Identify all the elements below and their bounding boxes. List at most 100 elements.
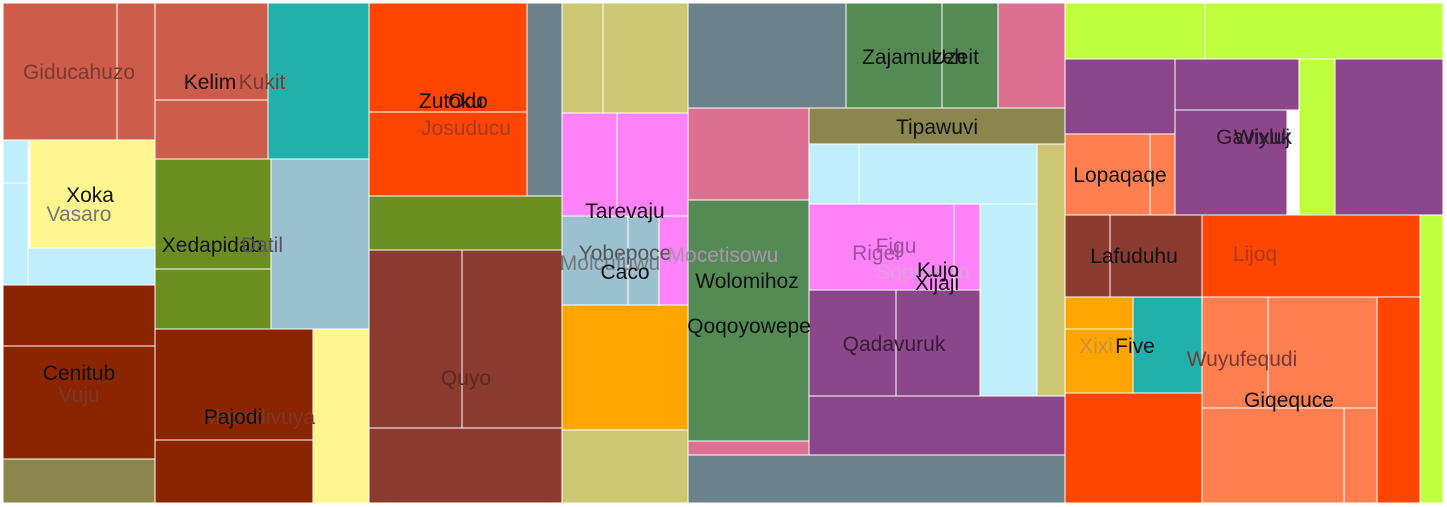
- treemap-cell-label: Uzeit: [931, 46, 979, 69]
- treemap-cell-label: Vuju: [58, 384, 99, 407]
- treemap-cell-label: Vasaro: [47, 203, 112, 226]
- treemap-cell: [27, 247, 156, 286]
- treemap-cell-label: Lafuduhu: [1090, 245, 1178, 268]
- treemap-cell: [1064, 133, 1151, 216]
- treemap-cell: [368, 427, 563, 504]
- treemap-cell-label: Qadavuruk: [843, 333, 946, 356]
- treemap-cell-label: Qoqoyowepe: [687, 315, 811, 338]
- treemap-cell-label: Datil: [241, 234, 283, 257]
- treemap-cell: [561, 429, 689, 504]
- treemap-cell: [1419, 214, 1444, 504]
- treemap-cell: [953, 203, 981, 291]
- treemap-cell-label: Sopomixo: [876, 261, 969, 284]
- treemap-cell: [1343, 407, 1378, 504]
- treemap-cell-label: Figu: [876, 235, 917, 258]
- treemap-cell: [1201, 407, 1345, 504]
- treemap-cell: [808, 107, 1066, 145]
- treemap-cell: [1064, 2, 1206, 60]
- treemap-cell: [1064, 392, 1203, 504]
- treemap-cell: [2, 182, 29, 286]
- treemap-cell-label: Xijaji: [915, 272, 959, 295]
- treemap-cell-label: Xixi: [1079, 335, 1113, 358]
- treemap-cell: [1334, 58, 1444, 216]
- treemap-cell: [808, 143, 860, 205]
- treemap-cell: [461, 249, 563, 429]
- treemap-cell: [602, 2, 689, 114]
- treemap-cell-label: Giducahuzo: [23, 61, 135, 84]
- treemap-cell-label: Masodivuya: [203, 406, 315, 429]
- treemap-cell-label: Lijoq: [1233, 243, 1277, 266]
- treemap-cell-label: Wiyluj: [1234, 126, 1290, 149]
- treemap-cell: [2, 458, 156, 504]
- treemap-cell-label: Mocetisowu: [668, 244, 779, 267]
- treemap-cell: [1036, 143, 1066, 397]
- treemap-cell-label: Giqequce: [1244, 389, 1334, 412]
- treemap-cell: [1064, 328, 1134, 394]
- treemap-cell: [561, 304, 689, 431]
- treemap-cell: [154, 99, 269, 160]
- treemap-cell-label: Yobepoce: [579, 242, 672, 265]
- treemap-cell-label: Gavixuk: [1216, 126, 1292, 149]
- treemap-cell: [687, 440, 810, 456]
- treemap-cell: [658, 215, 689, 306]
- treemap-cell: [368, 249, 463, 429]
- treemap-cell-label: Xedapidab: [162, 234, 262, 257]
- treemap-cell-label: Cenitub: [43, 362, 115, 385]
- treemap-cell: [979, 203, 1038, 397]
- treemap-cell: [2, 2, 118, 141]
- treemap-cell: [1201, 296, 1269, 409]
- treemap-cell-label: Zutoku: [419, 90, 483, 113]
- treemap-cell: [687, 199, 810, 442]
- treemap-cell: [270, 158, 370, 330]
- treemap-cell: [1064, 296, 1134, 330]
- treemap-cell-label: Zajamuzeh: [862, 46, 966, 69]
- treemap-cell: [267, 2, 370, 160]
- treemap-cell: [561, 2, 604, 114]
- treemap-cell-label: Five: [1115, 335, 1155, 358]
- treemap-cell: [368, 2, 528, 113]
- treemap-cell: [2, 284, 156, 347]
- treemap-cell: [941, 2, 999, 109]
- treemap-cell: [116, 2, 156, 141]
- treemap-cell: [1298, 58, 1336, 216]
- treemap-cell: [1174, 58, 1300, 111]
- treemap-cell-label: Pajodi: [204, 406, 262, 429]
- treemap-cell-label: Caco: [600, 261, 649, 284]
- treemap-cell-label: Kelim: [184, 71, 237, 94]
- treemap-cell: [1174, 109, 1288, 216]
- treemap-cell: [2, 345, 156, 460]
- treemap-cell: [1267, 296, 1378, 409]
- treemap-cell: [997, 2, 1066, 109]
- treemap-cell: [858, 143, 1038, 205]
- treemap-cell: [808, 395, 1066, 456]
- treemap-cell: [29, 139, 156, 249]
- treemap-cell: [1109, 214, 1203, 298]
- treemap-cell: [808, 289, 897, 397]
- treemap-cell: [368, 195, 563, 251]
- treemap-cell: [1376, 296, 1421, 504]
- treemap-cell-label: Lopaqaqe: [1073, 164, 1166, 187]
- treemap-cell-label: Kujo: [917, 259, 959, 282]
- treemap-cell-label: Kukit: [239, 71, 286, 94]
- treemap-cell: [2, 139, 29, 184]
- treemap-cell: [561, 112, 618, 217]
- treemap-cell: [627, 215, 660, 306]
- treemap-cell: [1132, 296, 1203, 394]
- treemap-cell-label: Odo: [448, 90, 488, 113]
- treemap-cell-label: Molcufuwu: [560, 252, 660, 275]
- treemap-cell: [845, 2, 943, 109]
- treemap-cell: [1064, 214, 1111, 298]
- treemap-cell: [154, 2, 269, 101]
- treemap-cell-label: Rigel: [852, 242, 900, 265]
- treemap-cell: [616, 112, 689, 217]
- treemap-cell: [154, 268, 272, 330]
- treemap-cell: [687, 454, 1066, 504]
- treemap-cell-label: Quyo: [441, 367, 491, 390]
- treemap-cell-label: Xoka: [66, 184, 114, 207]
- treemap-cell-label: Josuducu: [421, 117, 511, 140]
- treemap-cell: [687, 107, 810, 201]
- treemap-cell: [1204, 2, 1444, 60]
